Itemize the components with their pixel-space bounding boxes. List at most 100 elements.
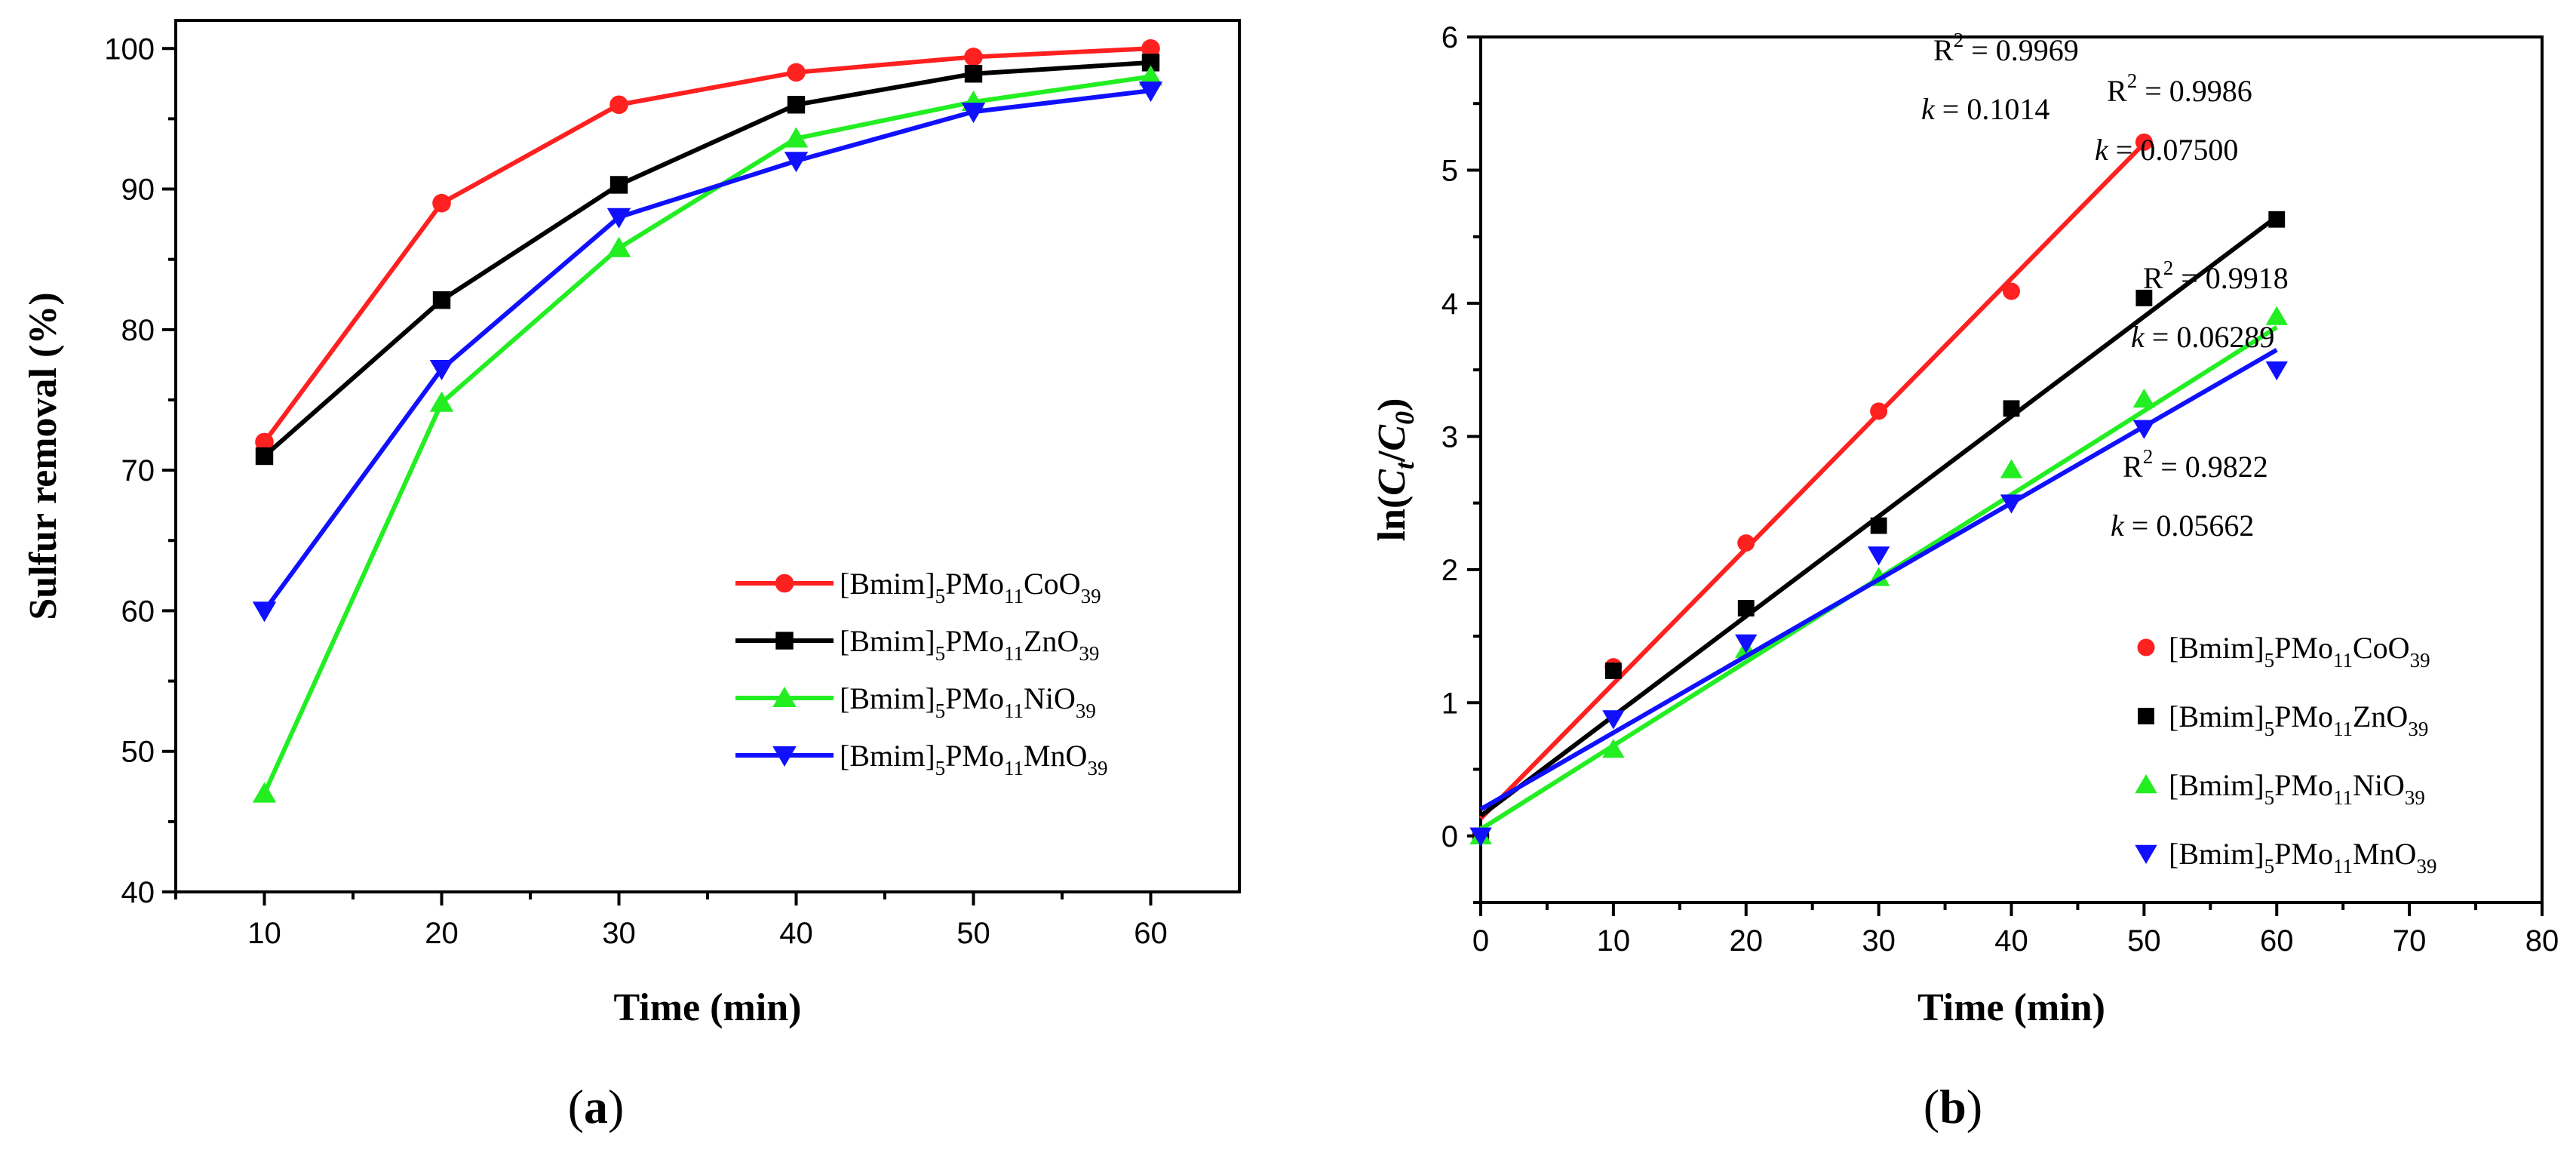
- x-tick-label: 30: [1862, 924, 1896, 958]
- legend-label-subscript: 39: [2405, 786, 2425, 809]
- y-tick-label: 4: [1442, 287, 1458, 321]
- series-[Bmim]5PMo11NiO39: [252, 65, 1163, 803]
- legend-marker: [2137, 638, 2155, 656]
- data-point: [1870, 517, 1887, 534]
- data-point: [252, 782, 277, 803]
- data-point: [787, 96, 806, 114]
- legend-label: [Bmim]5PMo11MnO39: [840, 739, 1107, 779]
- fit-line: [1478, 142, 2146, 820]
- fit-annotation: R2 = 0.9822 k = 0.05662: [2111, 445, 2268, 543]
- legend-label-main: [Bmim]: [2169, 768, 2264, 802]
- legend-label: [Bmim]5PMo11CoO39: [840, 567, 1101, 607]
- r2-equals: =: [2137, 74, 2169, 108]
- r2-annotation: R2 = 0.9969: [1933, 29, 2079, 67]
- x-tick-label: 50: [956, 917, 990, 950]
- fit-annotation: R2 = 0.9969 k = 0.1014: [1921, 29, 2079, 126]
- fit-annotation: R2 = 0.9986 k = 0.07500: [2095, 69, 2252, 167]
- r2-annotation: R2 = 0.9918: [2143, 257, 2289, 295]
- data-point: [2000, 459, 2023, 478]
- data-point: [606, 208, 631, 229]
- x-tick-label: 40: [1994, 924, 2028, 958]
- data-point: [2265, 306, 2288, 325]
- data-point: [1138, 81, 1163, 103]
- panel-label-paren: ): [608, 1080, 624, 1133]
- legend-marker: [772, 687, 797, 707]
- legend-label-main: PMo: [945, 681, 1004, 715]
- x-tick-label: 20: [1730, 924, 1764, 958]
- data-point: [2003, 400, 2020, 417]
- legend-marker: [775, 573, 794, 593]
- legend-label-subscript: 39: [1076, 699, 1096, 722]
- y-title-part: /: [1371, 450, 1414, 463]
- y-tick-label: 50: [121, 736, 155, 769]
- r2-value: 0.9822: [2185, 450, 2268, 484]
- data-point: [2132, 388, 2156, 408]
- series-[Bmim]5PMo11ZnO39: [255, 54, 1160, 466]
- r2-superscript: 2: [2143, 445, 2154, 468]
- legend-label-main: [Bmim]: [840, 739, 935, 773]
- data-point: [1735, 634, 1758, 653]
- legend-label-main: PMo: [945, 567, 1004, 601]
- k-equals: =: [2145, 320, 2177, 354]
- legend-label-subscript: 5: [2264, 718, 2275, 740]
- legend-label-subscript: 39: [1081, 585, 1101, 607]
- legend-label: [Bmim]5PMo11ZnO39: [2169, 699, 2428, 740]
- panel-label-letter: a: [584, 1080, 608, 1133]
- y-title-part: ln(: [1371, 496, 1414, 542]
- k-symbol: k: [2095, 133, 2109, 167]
- k-value: 0.07500: [2140, 133, 2238, 167]
- k-annotation: k = 0.07500: [2095, 133, 2238, 167]
- x-tick-label: 50: [2127, 924, 2161, 958]
- y-tick-label: 70: [121, 454, 155, 487]
- legend-label-main: [Bmim]: [2169, 631, 2264, 665]
- r2-symbol: R: [1933, 33, 1954, 67]
- data-point: [964, 48, 983, 66]
- k-symbol: k: [2131, 320, 2145, 354]
- data-point: [1602, 710, 1625, 730]
- data-point: [252, 601, 277, 623]
- legend-label-main: PMo: [2274, 699, 2333, 733]
- legend-label-subscript: 11: [1004, 585, 1024, 607]
- data-point: [2132, 420, 2156, 439]
- legend-label-main: [Bmim]: [840, 681, 935, 715]
- data-point: [429, 391, 454, 412]
- fit-annotation: R2 = 0.9918 k = 0.06289: [2131, 257, 2289, 354]
- data-point: [1870, 402, 1888, 420]
- y-title-italic: C: [1371, 424, 1414, 451]
- panel-label-paren: (: [568, 1080, 584, 1133]
- data-point: [2268, 211, 2286, 228]
- legend-label-subscript: 11: [2333, 786, 2353, 809]
- k-equals: =: [1935, 92, 1967, 126]
- x-axis-title: Time (min): [1917, 986, 2105, 1029]
- y-tick-label: 6: [1442, 21, 1458, 54]
- data-point: [2000, 494, 2023, 514]
- series-line: [263, 46, 1151, 444]
- legend: [Bmim]5PMo11CoO39[Bmim]5PMo11ZnO39[Bmim]…: [2135, 631, 2436, 878]
- x-tick-label: 10: [1597, 924, 1631, 958]
- y-tick-label: 3: [1442, 420, 1458, 454]
- x-tick-label: 20: [425, 917, 459, 950]
- data-point: [1138, 65, 1163, 86]
- legend-label-subscript: 39: [1087, 757, 1107, 779]
- r2-value: 0.9918: [2206, 261, 2289, 295]
- panel-label-paren: (: [1924, 1080, 1939, 1133]
- legend-marker: [2138, 708, 2154, 724]
- r2-equals: =: [1963, 33, 1996, 67]
- legend-label-subscript: 5: [2264, 786, 2275, 809]
- k-annotation: k = 0.06289: [2131, 320, 2274, 354]
- series-line: [263, 60, 1151, 458]
- x-tick-label: 10: [247, 917, 281, 950]
- legend-label-subscript: 5: [935, 699, 946, 722]
- legend-label: [Bmim]5PMo11ZnO39: [840, 624, 1099, 665]
- y-title-italic: C: [1371, 469, 1414, 496]
- y-title-part: ): [1371, 398, 1414, 411]
- legend-label-subscript: 11: [1004, 757, 1024, 779]
- k-symbol: k: [1921, 92, 1936, 126]
- legend-label-subscript: 39: [2410, 649, 2430, 672]
- legend-label-subscript: 11: [2333, 718, 2353, 740]
- legend-label-main: NiO: [1024, 681, 1076, 715]
- y-tick-label: 2: [1442, 554, 1458, 587]
- data-point: [429, 360, 454, 380]
- legend-label-subscript: 5: [2264, 649, 2275, 672]
- r2-value: 0.9969: [1996, 33, 2079, 67]
